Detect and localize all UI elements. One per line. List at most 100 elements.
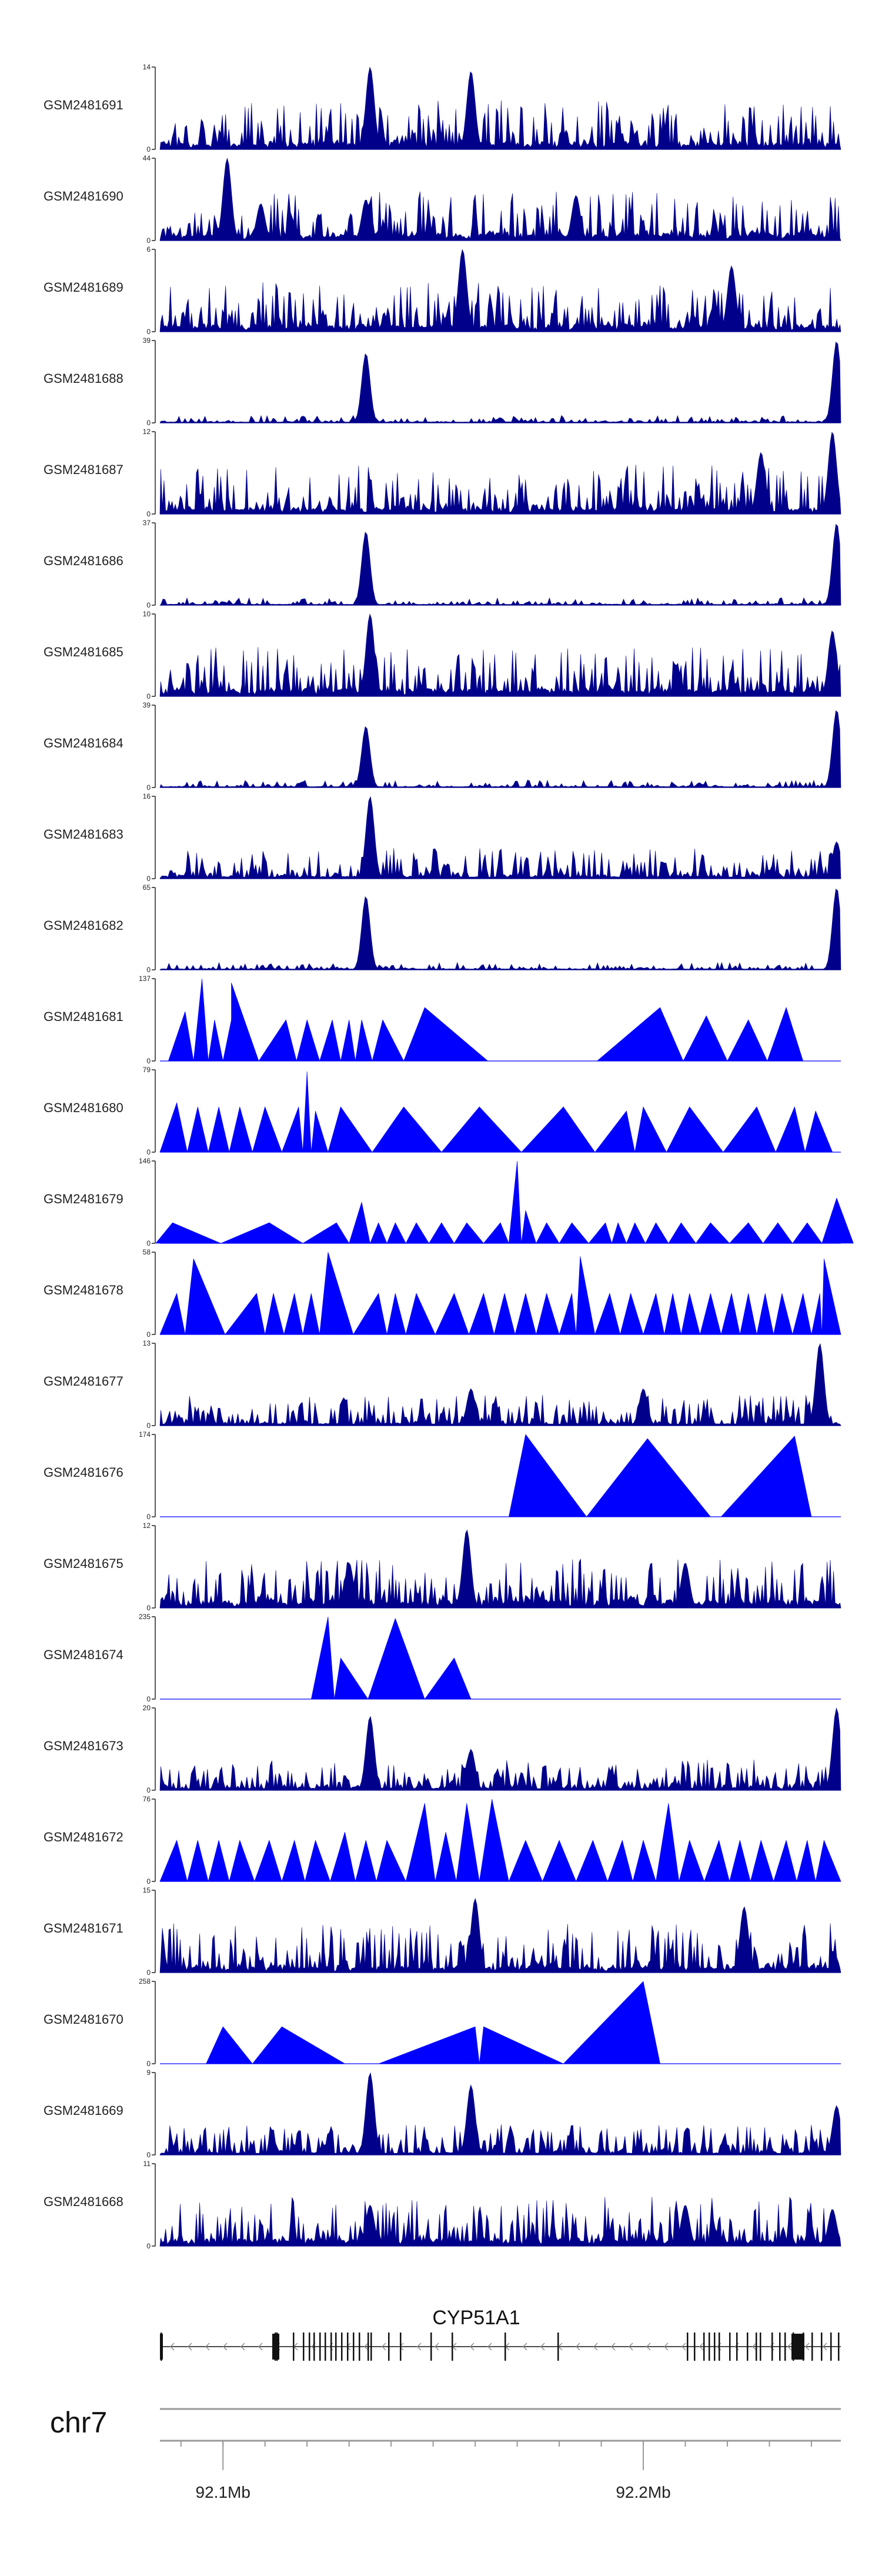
y-min-label: 0 xyxy=(146,692,151,700)
signal-area xyxy=(159,157,841,241)
strand-arrow xyxy=(435,2343,439,2351)
gene-model xyxy=(160,2333,841,2361)
exon xyxy=(341,2333,343,2361)
y-min-label: 0 xyxy=(146,1422,151,1430)
signal-area xyxy=(168,978,804,1062)
y-max-label: 39 xyxy=(143,701,151,709)
signal-area xyxy=(159,523,841,606)
strand-arrow xyxy=(681,2343,686,2351)
exon xyxy=(811,2333,813,2361)
signal-area xyxy=(310,1616,472,1700)
track-label: GSM2481681 xyxy=(44,1009,123,1024)
y-max-label: 258 xyxy=(139,1977,151,1986)
signal-area xyxy=(159,1529,841,1609)
y-min-label: 0 xyxy=(146,328,151,336)
exon xyxy=(272,2334,279,2360)
track-GSM2481668: GSM2481668 11 0 xyxy=(44,2160,841,2250)
exon xyxy=(370,2333,372,2361)
signal-tracks: GSM2481691140GSM2481690440GSM248168960GS… xyxy=(44,63,854,2250)
signal-area xyxy=(159,66,841,150)
exon xyxy=(313,2333,315,2361)
track-label: GSM2481682 xyxy=(44,918,123,933)
exon xyxy=(729,2333,731,2361)
signal-area xyxy=(206,1981,660,2064)
exon xyxy=(791,2334,804,2360)
exon xyxy=(687,2333,689,2361)
exon xyxy=(821,2333,823,2361)
exon xyxy=(694,2333,696,2361)
exon xyxy=(353,2333,355,2361)
strand-arrow xyxy=(752,2343,757,2351)
track-GSM2481686: GSM2481686 37 0 xyxy=(44,519,841,609)
y-max-label: 37 xyxy=(143,519,151,527)
strand-arrow xyxy=(417,2343,422,2351)
signal-area xyxy=(159,1897,841,1973)
track-label: GSM2481686 xyxy=(44,553,123,568)
exon xyxy=(400,2333,402,2361)
track-GSM2481691: GSM2481691 14 0 xyxy=(44,63,841,154)
exon xyxy=(319,2333,321,2361)
strand-arrow xyxy=(258,2343,263,2351)
strand-arrow xyxy=(470,2343,475,2351)
track-label: GSM2481669 xyxy=(44,2103,123,2118)
track-label: GSM2481683 xyxy=(44,827,123,842)
track-label: GSM2481688 xyxy=(44,371,123,386)
track-GSM2481679: GSM2481679 146 0 xyxy=(44,1157,854,1247)
track-GSM2481678: GSM2481678 58 0 xyxy=(44,1248,841,1339)
track-label: GSM2481674 xyxy=(44,1647,123,1662)
exon xyxy=(160,2334,163,2360)
signal-area xyxy=(159,432,841,515)
track-GSM2481674: GSM2481674 235 0 xyxy=(44,1613,841,1703)
y-min-label: 0 xyxy=(146,2151,151,2159)
y-min-label: 0 xyxy=(146,145,151,154)
y-min-label: 0 xyxy=(146,510,151,518)
track-GSM2481680: GSM2481680 79 0 xyxy=(44,1066,841,1156)
exon xyxy=(368,2333,369,2361)
strand-arrow xyxy=(787,2343,792,2351)
strand-arrow xyxy=(540,2343,545,2351)
track-GSM2481689: GSM2481689 6 0 xyxy=(44,245,841,336)
signal-area xyxy=(159,1252,841,1335)
track-GSM2481671: GSM2481671 15 0 xyxy=(44,1886,841,1977)
y-max-label: 10 xyxy=(143,610,151,618)
strand-arrow xyxy=(823,2343,827,2351)
track-label: GSM2481675 xyxy=(44,1556,123,1571)
signal-area xyxy=(159,1707,841,1791)
y-max-label: 11 xyxy=(143,2160,151,2168)
track-label: GSM2481676 xyxy=(44,1465,123,1480)
y-min-label: 0 xyxy=(146,1786,151,1794)
signal-area xyxy=(155,1160,854,1244)
y-max-label: 235 xyxy=(139,1613,151,1621)
exon xyxy=(709,2333,710,2361)
track-GSM2481684: GSM2481684 39 0 xyxy=(44,701,841,792)
y-max-label: 146 xyxy=(139,1157,151,1165)
y-max-label: 16 xyxy=(143,792,151,800)
track-GSM2481676: GSM2481676 174 0 xyxy=(44,1430,841,1521)
strand-arrow xyxy=(576,2343,580,2351)
signal-area xyxy=(159,710,841,788)
y-max-label: 20 xyxy=(143,1704,151,1712)
strand-arrow xyxy=(223,2343,228,2351)
strand-arrow xyxy=(188,2343,192,2351)
strand-arrow xyxy=(805,2343,810,2351)
track-label: GSM2481690 xyxy=(44,189,123,203)
y-min-label: 0 xyxy=(146,1239,151,1247)
strand-arrow xyxy=(240,2343,245,2351)
exon xyxy=(303,2333,305,2361)
track-label: GSM2481689 xyxy=(44,280,123,295)
exon xyxy=(779,2333,781,2361)
exon xyxy=(325,2333,326,2361)
signal-area xyxy=(159,249,841,332)
track-GSM2481670: GSM2481670 258 0 xyxy=(44,1977,841,2068)
track-label: GSM2481671 xyxy=(44,1921,123,1936)
track-label: GSM2481687 xyxy=(44,462,123,477)
y-min-label: 0 xyxy=(146,1877,151,1886)
track-GSM2481690: GSM2481690 44 0 xyxy=(44,154,841,245)
track-GSM2481683: GSM2481683 16 0 xyxy=(44,792,841,883)
strand-arrow xyxy=(364,2343,369,2351)
y-max-label: 6 xyxy=(146,245,151,253)
track-GSM2481687: GSM2481687 12 0 xyxy=(44,428,841,518)
track-GSM2481688: GSM2481688 39 0 xyxy=(44,336,841,427)
track-label: GSM2481668 xyxy=(44,2194,123,2209)
y-min-label: 0 xyxy=(146,601,151,609)
